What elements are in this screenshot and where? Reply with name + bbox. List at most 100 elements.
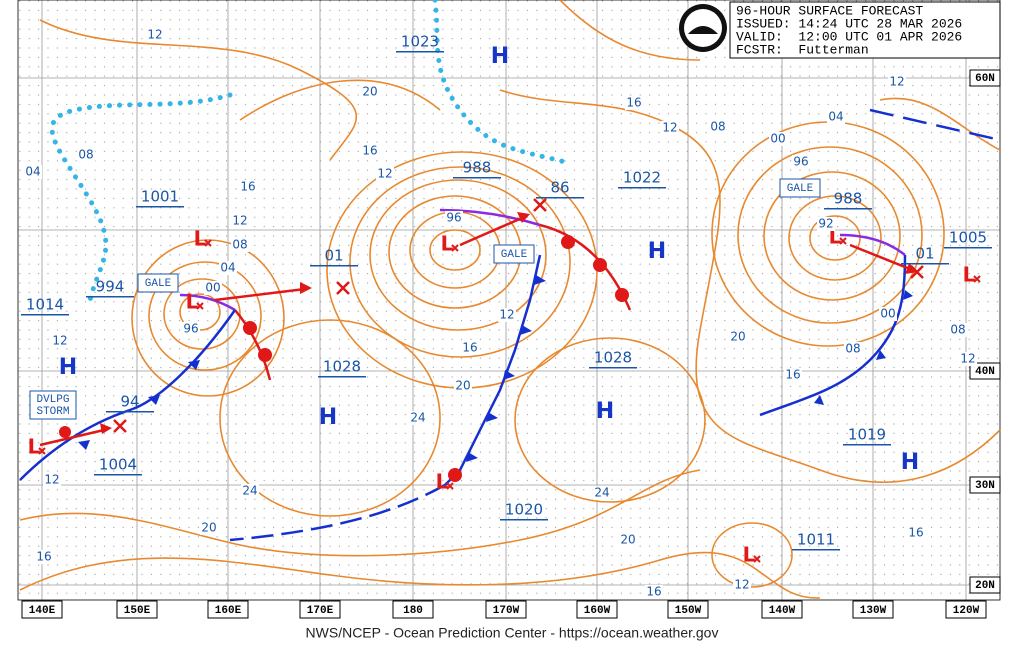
- low-x: [451, 244, 459, 252]
- central-pressure: 1014: [26, 296, 64, 314]
- low-x: [753, 555, 761, 563]
- isobar-label: 20: [362, 85, 377, 99]
- isobar-label-bg: [625, 96, 643, 110]
- lon-label: 140E: [29, 605, 56, 617]
- isobar-label-bg: [733, 578, 751, 592]
- isobar-label-bg: [661, 121, 679, 135]
- isobar-label-bg: [959, 352, 977, 366]
- high-center: H: [596, 399, 614, 424]
- fronts: [19, 108, 1001, 542]
- isobar-label: 12: [232, 214, 247, 228]
- isobar-label: 96: [183, 322, 198, 336]
- isobar-label: 08: [710, 120, 725, 134]
- isobar-label: 20: [455, 379, 470, 393]
- lon-label: 150E: [124, 605, 151, 617]
- high-center: H: [901, 450, 919, 475]
- central-pressure: 988: [463, 159, 492, 177]
- lon-label-box: [945, 600, 987, 619]
- lat-label: 60N: [975, 73, 995, 85]
- isobar-label-bg: [879, 307, 897, 321]
- lon-label-box: [485, 600, 527, 619]
- isobar-label-bg: [729, 330, 747, 344]
- pressure-underline: [106, 411, 154, 413]
- lon-label: 180: [403, 605, 423, 617]
- ice-edge: [49, 0, 568, 303]
- pressure-underline: [396, 51, 444, 53]
- isobar-label-bg: [817, 217, 835, 231]
- isobar-label-bg: [361, 85, 379, 99]
- lon-label-box: [21, 600, 63, 619]
- isobar-label-bg: [498, 308, 516, 322]
- isobar-label: 04: [25, 165, 40, 179]
- isobar-label: 12: [499, 308, 514, 322]
- lat-label-box: [969, 476, 1001, 494]
- isobar-label: 12: [734, 578, 749, 592]
- lon-label: 160W: [584, 605, 611, 617]
- isobar-label-bg: [619, 533, 637, 547]
- isobar-label: 08: [950, 323, 965, 337]
- lon-label-box: [667, 600, 709, 619]
- pressure-underline: [843, 444, 891, 446]
- storm-warning-box: [29, 390, 77, 420]
- map-frame: [17, 0, 1001, 601]
- isobar-label-bg: [51, 334, 69, 348]
- isobar-label-bg: [35, 550, 53, 564]
- lon-label: 160E: [215, 605, 242, 617]
- low-center: L: [28, 435, 41, 459]
- header-title: 96-HOUR SURFACE FORECAST: [736, 3, 923, 18]
- pressure-underline: [792, 549, 840, 551]
- isobar-label-bg: [645, 585, 663, 599]
- low-center: L: [743, 543, 756, 567]
- low-center: L: [963, 263, 976, 287]
- isobar-label: 12: [889, 75, 904, 89]
- isobar-label: 00: [880, 307, 895, 321]
- isobar-label: 12: [147, 28, 162, 42]
- warning-label: GALE: [145, 278, 172, 290]
- central-pressure: 94: [120, 393, 139, 411]
- header-issued: ISSUED: 14:24 UTC 28 MAR 2026: [736, 16, 962, 31]
- warning-label: GALE: [501, 249, 528, 261]
- header-valid: VALID: 12:00 UTC 01 APR 2026: [736, 29, 962, 44]
- lon-label: 130W: [860, 605, 887, 617]
- isobar-label-bg: [146, 28, 164, 42]
- isobar-label: 12: [52, 334, 67, 348]
- warning-label: GALE: [787, 183, 814, 195]
- low-x: [196, 302, 204, 310]
- central-pressure: 01: [915, 245, 934, 263]
- central-pressure: 1005: [949, 229, 987, 247]
- high-center: H: [319, 405, 337, 430]
- storm-warning-line: STORM: [36, 406, 69, 418]
- isobar-label-bg: [784, 368, 802, 382]
- central-pressure: 01: [324, 247, 343, 265]
- pressure-underline: [94, 474, 142, 476]
- storm-warning-line: DVLPG: [36, 394, 69, 406]
- low-x: [446, 482, 454, 490]
- pressure-underline: [824, 208, 872, 210]
- lon-label-box: [116, 600, 158, 619]
- isobar-label: 16: [646, 585, 661, 599]
- isobar-label-bg: [593, 486, 611, 500]
- isobar-label: 92: [818, 217, 833, 231]
- central-pressure: 1001: [141, 188, 179, 206]
- isobar-label: 20: [201, 521, 216, 535]
- isobar-label: 16: [785, 368, 800, 382]
- isobar-label: 04: [828, 110, 843, 124]
- isobar-label-bg: [376, 167, 394, 181]
- lat-label: 40N: [975, 366, 995, 378]
- isobar-label: 16: [908, 526, 923, 540]
- central-pressure: 994: [96, 278, 125, 296]
- low-x: [38, 447, 46, 455]
- lon-label: 150W: [675, 605, 702, 617]
- central-pressure: 1022: [623, 169, 661, 187]
- pressure-underline: [589, 367, 637, 369]
- header-box: [729, 1, 1001, 59]
- lon-label-box: [576, 600, 618, 619]
- isobar-label-bg: [769, 132, 787, 146]
- pressure-underline: [453, 177, 501, 179]
- low-center: L: [441, 232, 454, 256]
- central-pressure: 1028: [323, 358, 361, 376]
- warm-front-symbols: [59, 235, 629, 482]
- isobar-label: 24: [594, 486, 609, 500]
- lat-label-box: [969, 69, 1001, 87]
- isobar-label-bg: [888, 75, 906, 89]
